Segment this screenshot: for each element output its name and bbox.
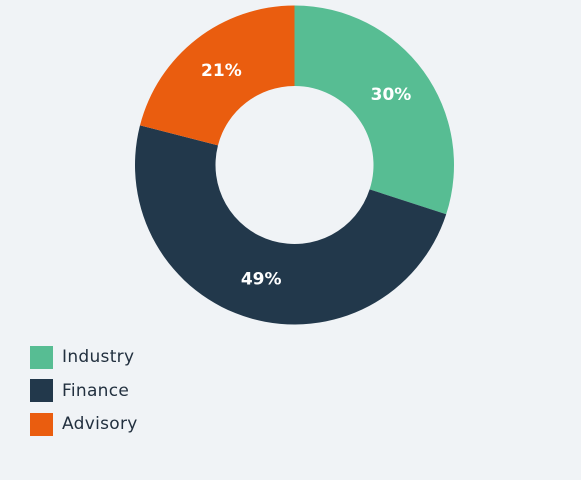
chart-legend: Industry Finance Advisory bbox=[30, 345, 138, 446]
donut-slice-labels: 30% 49% 21% bbox=[201, 61, 411, 290]
slice-label-finance: 49% bbox=[241, 270, 282, 290]
legend-item-advisory[interactable]: Advisory bbox=[30, 412, 138, 436]
legend-swatch-finance bbox=[30, 379, 53, 402]
donut-slice-industry[interactable] bbox=[294, 5, 455, 215]
legend-item-finance[interactable]: Finance bbox=[30, 379, 138, 403]
legend-item-industry[interactable]: Industry bbox=[30, 345, 138, 369]
slice-label-advisory: 21% bbox=[201, 61, 242, 81]
donut-slice-finance[interactable] bbox=[135, 125, 447, 325]
legend-label-finance: Finance bbox=[62, 380, 130, 401]
legend-swatch-industry bbox=[30, 345, 53, 369]
slice-label-industry: 30% bbox=[371, 85, 412, 105]
legend-label-advisory: Advisory bbox=[62, 414, 138, 434]
donut-slice-advisory[interactable] bbox=[140, 5, 295, 146]
legend-label-industry: Industry bbox=[62, 347, 135, 367]
legend-swatch-advisory bbox=[30, 412, 53, 436]
donut-chart: 30% 49% 21% bbox=[135, 5, 455, 325]
donut-slices bbox=[135, 5, 455, 325]
